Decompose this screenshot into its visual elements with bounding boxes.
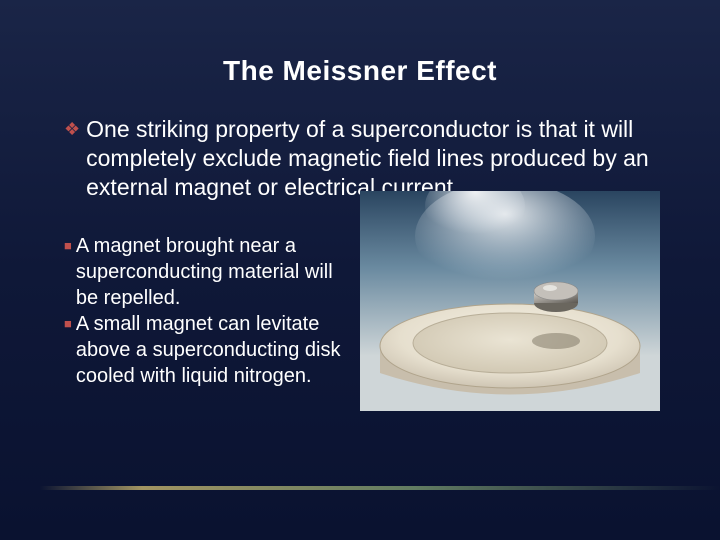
list-item: ■ A magnet brought near a superconductin… [64, 233, 350, 311]
lower-row: ■ A magnet brought near a superconductin… [60, 229, 660, 411]
slide: The Meissner Effect ❖ One striking prope… [0, 0, 720, 540]
main-bullet-text: One striking property of a superconducto… [86, 115, 660, 201]
sub-bullet-text: A small magnet can levitate above a supe… [76, 311, 350, 389]
list-item: ■ A small magnet can levitate above a su… [64, 311, 350, 389]
sub-bullet-text: A magnet brought near a superconducting … [76, 233, 350, 311]
sub-bullet-list: ■ A magnet brought near a superconductin… [60, 229, 350, 389]
diamond-bullet-icon: ❖ [64, 115, 80, 143]
levitation-photo [360, 191, 660, 411]
square-bullet-icon: ■ [64, 311, 72, 337]
main-bullet-row: ❖ One striking property of a superconduc… [60, 115, 660, 201]
accent-divider [40, 486, 720, 490]
slide-title: The Meissner Effect [60, 55, 660, 87]
square-bullet-icon: ■ [64, 233, 72, 259]
